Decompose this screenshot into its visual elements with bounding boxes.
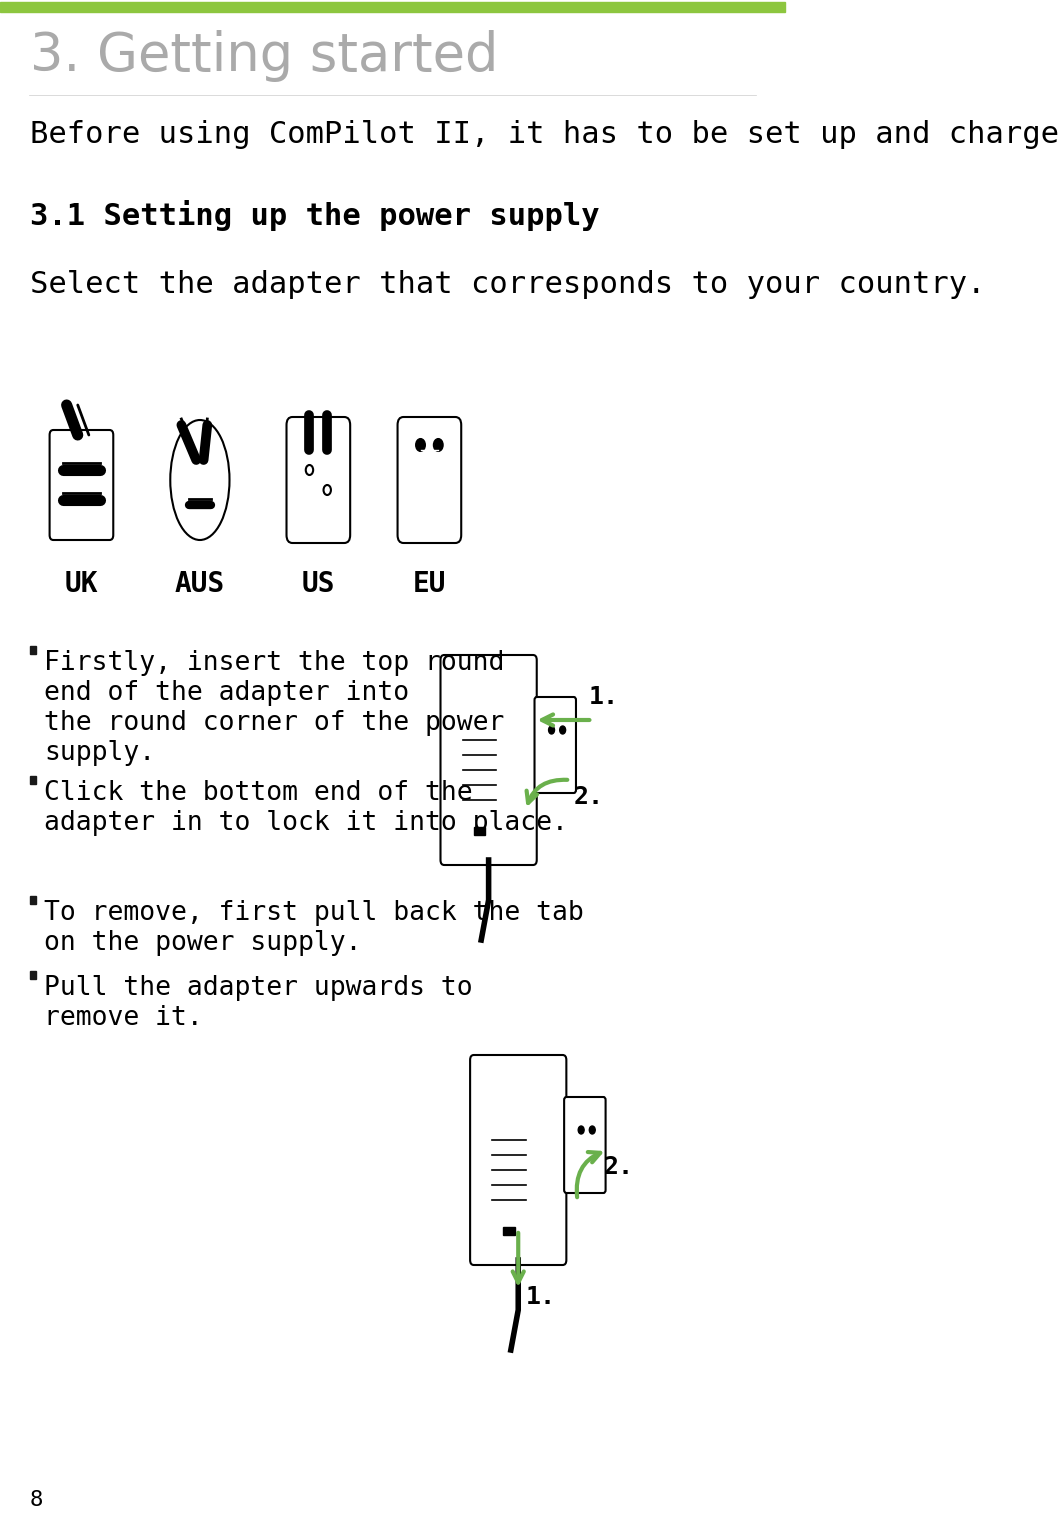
Text: 2.: 2. xyxy=(603,1155,634,1180)
FancyBboxPatch shape xyxy=(398,417,461,542)
Text: Firstly, insert the top round: Firstly, insert the top round xyxy=(45,650,505,676)
Text: 3.1 Setting up the power supply: 3.1 Setting up the power supply xyxy=(30,201,599,231)
Text: 1.: 1. xyxy=(526,1285,555,1308)
Text: US: US xyxy=(302,570,335,597)
Bar xyxy=(504,1227,514,1235)
Text: EU: EU xyxy=(412,570,446,597)
Circle shape xyxy=(560,726,566,734)
Text: on the power supply.: on the power supply. xyxy=(45,930,361,956)
Text: Before using ComPilot II, it has to be set up and charged.: Before using ComPilot II, it has to be s… xyxy=(30,119,1060,149)
Text: Pull the adapter upwards to: Pull the adapter upwards to xyxy=(45,974,473,1000)
Text: 8: 8 xyxy=(30,1491,43,1511)
Bar xyxy=(474,827,484,835)
FancyBboxPatch shape xyxy=(534,697,576,794)
Circle shape xyxy=(578,1126,584,1134)
Circle shape xyxy=(417,440,425,450)
Circle shape xyxy=(589,1126,596,1134)
Text: adapter in to lock it into place.: adapter in to lock it into place. xyxy=(45,810,568,836)
Text: 2.: 2. xyxy=(573,784,604,809)
Bar xyxy=(30,896,36,904)
Text: the round corner of the power: the round corner of the power xyxy=(45,709,505,735)
Bar xyxy=(30,777,36,784)
FancyBboxPatch shape xyxy=(50,430,113,539)
Circle shape xyxy=(549,726,554,734)
FancyBboxPatch shape xyxy=(470,1056,566,1265)
Text: remove it.: remove it. xyxy=(45,1005,204,1031)
Text: 1.: 1. xyxy=(588,685,619,709)
Text: AUS: AUS xyxy=(175,570,225,597)
FancyBboxPatch shape xyxy=(564,1097,605,1193)
Text: UK: UK xyxy=(65,570,99,597)
Text: To remove, first pull back the tab: To remove, first pull back the tab xyxy=(45,899,584,925)
Text: supply.: supply. xyxy=(45,740,156,766)
Circle shape xyxy=(434,440,443,450)
FancyBboxPatch shape xyxy=(441,656,536,866)
FancyBboxPatch shape xyxy=(286,417,350,542)
Text: Select the adapter that corresponds to your country.: Select the adapter that corresponds to y… xyxy=(30,270,985,299)
Text: 3. Getting started: 3. Getting started xyxy=(30,31,498,83)
Bar xyxy=(30,971,36,979)
Ellipse shape xyxy=(171,420,230,539)
Bar xyxy=(0,2,784,12)
Bar xyxy=(30,647,36,654)
Text: end of the adapter into: end of the adapter into xyxy=(45,680,409,706)
Text: Click the bottom end of the: Click the bottom end of the xyxy=(45,780,473,806)
